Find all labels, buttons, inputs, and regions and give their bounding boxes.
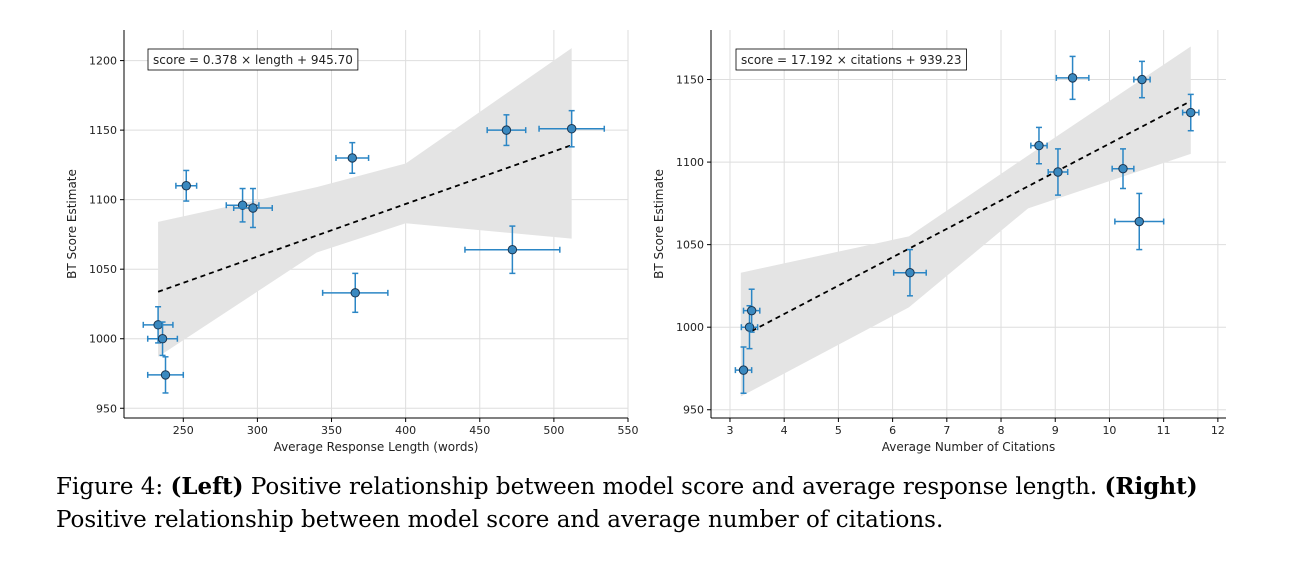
regression-line — [751, 100, 1192, 332]
data-point — [905, 268, 915, 278]
y-tick-label: 1150 — [676, 74, 704, 87]
y-axis-label: BT Score Estimate — [65, 169, 79, 279]
y-tick-label: 950 — [96, 402, 117, 415]
fit-equation-label: score = 0.378 × length + 945.70 — [153, 53, 353, 67]
x-tick-label: 350 — [321, 424, 342, 437]
data-point — [1137, 74, 1147, 85]
caption-left-text: Positive relationship between model scor… — [250, 474, 1098, 500]
fit-equation-box — [735, 48, 967, 71]
x-tick-label: 300 — [247, 424, 268, 437]
y-tick-label: 1100 — [676, 156, 704, 169]
x-axis-label: Average Number of Citations — [882, 440, 1056, 454]
x-tick-label: 12 — [1211, 424, 1225, 437]
chart-left: 250 300 350 400 450 500 550 950 1000 1050 1100 1150… — [65, 30, 639, 454]
regression-line — [157, 144, 572, 293]
x-tick-label: 550 — [618, 424, 639, 437]
data-point — [746, 305, 757, 316]
confidence-band — [740, 46, 1191, 397]
data-point — [157, 334, 168, 344]
caption-figure-label: Figure 4: — [56, 474, 164, 500]
data-point — [248, 203, 258, 213]
data-point — [160, 370, 171, 380]
x-axis-label: Average Response Length (words) — [274, 440, 479, 454]
fit-equation-label: score = 17.192 × citations + 939.23 — [741, 53, 962, 67]
data-point — [350, 288, 360, 298]
y-tick-label: 1150 — [89, 124, 117, 137]
x-tick-label: 9 — [1052, 424, 1059, 437]
data-point — [744, 322, 755, 332]
x-tick-label: 8 — [998, 424, 1005, 437]
y-tick-label: 1000 — [676, 321, 704, 334]
data-point — [1034, 140, 1044, 151]
y-axis-label: BT Score Estimate — [652, 169, 666, 279]
data-point — [501, 125, 512, 135]
x-tick-label: 4 — [781, 424, 788, 437]
x-tick-label: 500 — [543, 424, 564, 437]
x-tick-label: 250 — [173, 424, 194, 437]
y-tick-label: 1100 — [89, 194, 117, 207]
data-point — [181, 181, 191, 191]
data-point — [738, 365, 749, 375]
caption-left-tag: (Left) — [170, 473, 244, 500]
x-tick-label: 6 — [889, 424, 896, 437]
x-tick-label: 10 — [1102, 424, 1116, 437]
x-tick-label: 7 — [943, 424, 950, 437]
data-point — [347, 153, 357, 163]
data-point — [1118, 163, 1128, 174]
x-tick-label: 400 — [395, 424, 416, 437]
data-point — [566, 124, 577, 134]
caption-right-tag: (Right) — [1104, 473, 1198, 500]
y-tick-label: 1000 — [89, 333, 117, 346]
x-tick-label: 450 — [469, 424, 490, 437]
y-tick-label: 1050 — [676, 239, 704, 252]
data-point — [1134, 216, 1144, 227]
fit-equation-box — [147, 48, 359, 71]
y-tick-label: 1050 — [89, 263, 117, 276]
chart-right: 3 4 5 6 7 8 9 10 11 12 950 1000 1050 1100 1150 Average … — [652, 30, 1226, 454]
confidence-band — [158, 48, 572, 357]
caption-right-text: Positive relationship between model scor… — [56, 507, 944, 533]
data-point — [1053, 167, 1063, 177]
y-tick-label: 1200 — [89, 55, 117, 68]
x-tick-label: 5 — [835, 424, 842, 437]
y-tick-label: 950 — [683, 404, 704, 417]
data-point — [1186, 107, 1196, 118]
x-tick-label: 3 — [726, 424, 733, 437]
figure-caption: Figure 4: (Left) Positive relationship b… — [56, 470, 1256, 537]
data-point — [507, 245, 518, 255]
x-tick-label: 11 — [1157, 424, 1171, 437]
data-point — [1067, 73, 1078, 83]
